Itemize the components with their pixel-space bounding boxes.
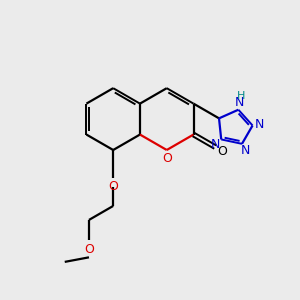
Text: H: H [237, 91, 245, 101]
Text: N: N [240, 144, 250, 157]
Text: O: O [218, 145, 227, 158]
Text: O: O [84, 243, 94, 256]
Text: N: N [255, 118, 265, 131]
Text: O: O [108, 180, 118, 193]
Text: N: N [235, 96, 244, 109]
Text: N: N [211, 138, 220, 151]
Text: O: O [162, 152, 172, 165]
